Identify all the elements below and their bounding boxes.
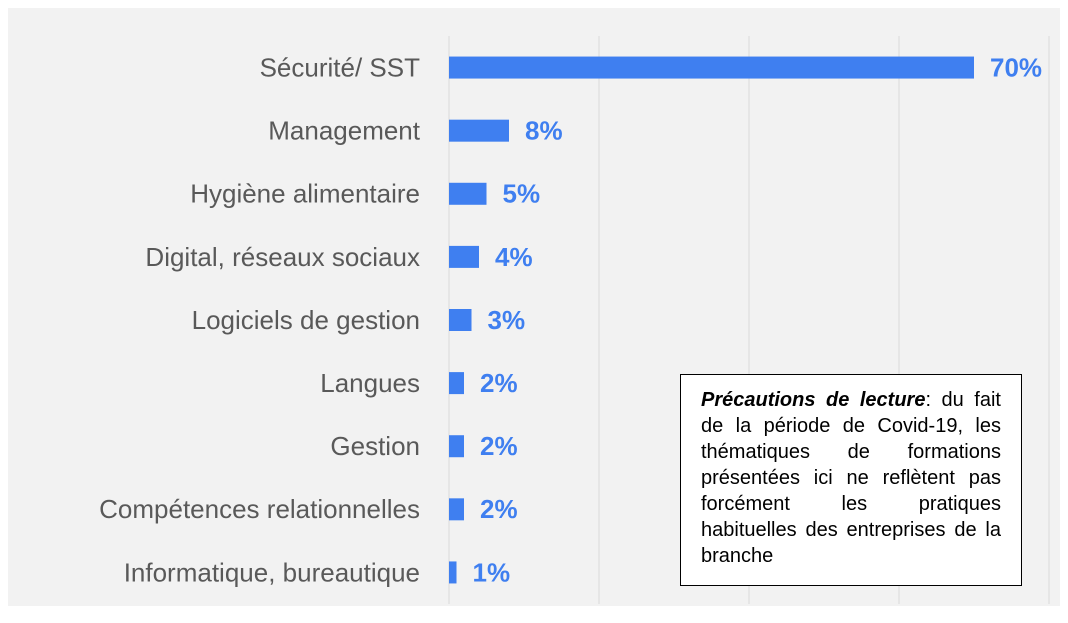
value-label: 8% — [525, 116, 563, 146]
bar — [449, 372, 464, 395]
bar — [449, 56, 974, 79]
bar — [449, 498, 464, 521]
bar — [449, 182, 487, 205]
annotation-title: Précautions de lecture — [701, 389, 926, 411]
bar — [449, 119, 509, 142]
category-label: Logiciels de gestion — [192, 305, 420, 335]
value-label: 2% — [480, 368, 518, 398]
value-label: 4% — [495, 242, 533, 272]
bar — [449, 561, 457, 584]
value-label: 1% — [473, 557, 511, 587]
category-label: Informatique, bureautique — [124, 557, 420, 587]
bar — [449, 309, 472, 331]
annotation: Précautions de lecture: du fait de la pé… — [680, 374, 1022, 586]
category-label: Hygiène alimentaire — [190, 179, 420, 209]
category-label: Sécurité/ SST — [260, 52, 421, 82]
category-label: Gestion — [330, 431, 420, 461]
value-label: 2% — [480, 431, 518, 461]
category-label: Management — [268, 116, 421, 146]
value-label: 5% — [503, 179, 541, 209]
annotation-text: : du fait de la période de Covid-19, les… — [701, 389, 1001, 567]
value-label: 2% — [480, 494, 518, 524]
value-label: 3% — [488, 305, 526, 335]
bar — [449, 435, 464, 458]
bar — [449, 245, 479, 268]
category-label: Compétences relationnelles — [99, 494, 420, 524]
value-label: 70% — [990, 52, 1042, 82]
category-label: Digital, réseaux sociaux — [145, 242, 420, 272]
category-label: Langues — [320, 368, 420, 398]
